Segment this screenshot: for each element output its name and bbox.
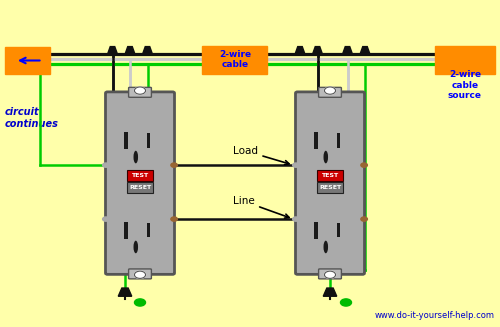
Bar	[5, 47, 50, 74]
Bar	[435, 46, 495, 74]
Polygon shape	[108, 47, 118, 54]
FancyBboxPatch shape	[318, 269, 342, 279]
Text: 2-wire
cable
source: 2-wire cable source	[448, 70, 482, 100]
Polygon shape	[324, 288, 337, 296]
Polygon shape	[342, 47, 352, 54]
Bar	[127, 170, 153, 181]
Polygon shape	[360, 47, 370, 54]
Bar	[336, 133, 340, 147]
Circle shape	[134, 271, 145, 278]
Bar	[314, 222, 318, 239]
Circle shape	[340, 299, 351, 306]
Circle shape	[292, 163, 299, 167]
Polygon shape	[125, 47, 135, 54]
Polygon shape	[312, 47, 322, 54]
Bar	[202, 46, 268, 74]
Ellipse shape	[324, 151, 328, 163]
Bar	[317, 182, 343, 193]
Bar	[124, 222, 128, 239]
Text: circuit
continues: circuit continues	[5, 107, 59, 129]
Bar	[314, 132, 318, 149]
Text: TEST: TEST	[132, 173, 148, 178]
Text: TEST: TEST	[322, 173, 338, 178]
Text: RESET: RESET	[319, 185, 341, 190]
Circle shape	[171, 217, 177, 221]
Circle shape	[171, 163, 177, 167]
Polygon shape	[295, 47, 305, 54]
Text: Load: Load	[232, 146, 289, 164]
Circle shape	[134, 299, 145, 306]
Text: 2-wire
cable: 2-wire cable	[219, 50, 251, 69]
Circle shape	[292, 217, 299, 221]
FancyBboxPatch shape	[128, 269, 152, 279]
Text: Line: Line	[232, 196, 289, 218]
Bar	[146, 223, 150, 237]
FancyBboxPatch shape	[318, 87, 342, 97]
Bar	[127, 182, 153, 193]
FancyBboxPatch shape	[128, 87, 152, 97]
Circle shape	[324, 87, 336, 94]
Bar	[124, 132, 128, 149]
Circle shape	[102, 163, 109, 167]
Circle shape	[102, 217, 109, 221]
Circle shape	[134, 87, 145, 94]
Bar	[336, 223, 340, 237]
Bar	[317, 170, 343, 181]
Text: RESET: RESET	[129, 185, 151, 190]
Polygon shape	[142, 47, 152, 54]
Circle shape	[361, 163, 368, 167]
Polygon shape	[118, 288, 132, 296]
Ellipse shape	[324, 241, 328, 253]
FancyBboxPatch shape	[106, 92, 174, 274]
Circle shape	[361, 217, 368, 221]
FancyBboxPatch shape	[296, 92, 364, 274]
Circle shape	[324, 271, 336, 278]
Ellipse shape	[134, 241, 138, 253]
Bar	[146, 133, 150, 147]
Text: www.do-it-yourself-help.com: www.do-it-yourself-help.com	[375, 311, 495, 320]
Ellipse shape	[134, 151, 138, 163]
